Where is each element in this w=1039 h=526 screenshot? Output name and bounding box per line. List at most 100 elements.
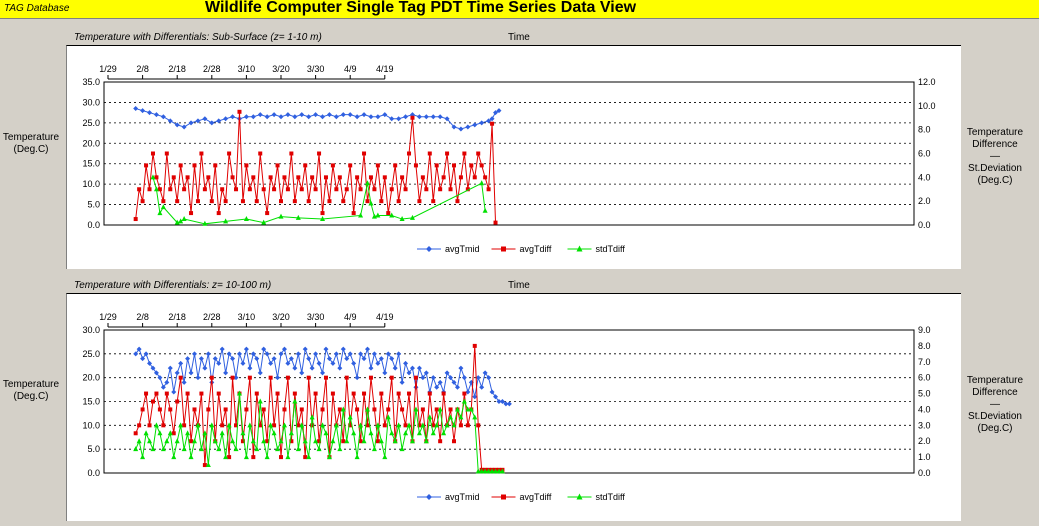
data-point-stdTdiff xyxy=(344,438,350,444)
chart-2-y2label-line: Temperature xyxy=(966,375,1024,386)
data-point-avgTmid xyxy=(271,112,277,118)
data-point-stdTdiff xyxy=(243,454,249,460)
data-point-avgTmid xyxy=(489,389,495,395)
data-point-avgTmid xyxy=(434,384,440,390)
data-point-avgTdiff xyxy=(299,407,304,412)
data-point-stdTdiff xyxy=(202,430,208,436)
data-point-avgTmid xyxy=(133,106,139,112)
data-point-stdTdiff xyxy=(320,216,326,222)
data-point-avgTmid xyxy=(496,108,502,114)
data-point-avgTdiff xyxy=(171,431,176,436)
data-point-stdTdiff xyxy=(448,414,454,420)
data-point-stdTdiff xyxy=(171,454,177,460)
y2-tick-label: 4.0 xyxy=(918,404,931,414)
data-point-avgTmid xyxy=(482,370,488,376)
data-point-avgTmid xyxy=(205,351,211,357)
data-point-avgTdiff xyxy=(403,423,408,428)
data-point-stdTdiff xyxy=(160,204,166,210)
chart-1-y2label-line: Temperature xyxy=(966,127,1024,138)
chart-1-y2label-line: — xyxy=(990,151,1000,162)
data-point-avgTmid xyxy=(147,360,153,366)
data-point-avgTmid xyxy=(399,379,405,385)
data-point-avgTdiff xyxy=(272,187,277,192)
data-point-avgTdiff xyxy=(313,391,318,396)
data-point-avgTdiff xyxy=(199,391,204,396)
chart-1-y2label-line: (Deg.C) xyxy=(977,175,1013,186)
y2-tick-label: 3.0 xyxy=(918,420,931,430)
data-point-avgTdiff xyxy=(413,375,418,380)
data-point-avgTdiff xyxy=(448,407,453,412)
data-point-stdTdiff xyxy=(219,430,225,436)
data-point-stdTdiff xyxy=(333,422,339,428)
data-point-avgTdiff xyxy=(227,151,232,156)
data-point-avgTdiff xyxy=(157,407,162,412)
data-point-stdTdiff xyxy=(309,414,315,420)
data-point-avgTdiff xyxy=(337,407,342,412)
data-point-avgTdiff xyxy=(185,391,190,396)
data-point-avgTdiff xyxy=(216,391,221,396)
y-tick-label: 0.0 xyxy=(87,468,100,478)
data-point-avgTdiff xyxy=(202,463,207,468)
data-point-stdTdiff xyxy=(399,216,405,222)
y-tick-label: 15.0 xyxy=(82,397,100,407)
data-point-avgTdiff xyxy=(372,187,377,192)
chart-2-ylabel-line: Temperature xyxy=(2,379,60,390)
data-point-avgTdiff xyxy=(209,199,214,204)
data-point-stdTdiff xyxy=(261,219,267,225)
data-point-stdTdiff xyxy=(192,438,197,444)
data-point-avgTdiff xyxy=(279,199,283,204)
data-point-avgTdiff xyxy=(164,151,169,156)
y2-tick-label: 4.0 xyxy=(918,172,931,182)
chart-2-header: Temperature with Differentials: z= 10-10… xyxy=(66,279,960,293)
chart-1-xlabel: Time xyxy=(508,32,530,43)
y2-tick-label: 12.0 xyxy=(918,77,936,87)
data-point-avgTmid xyxy=(506,401,512,407)
legend-label-avgTdiff: avgTdiff xyxy=(520,244,552,254)
data-point-avgTdiff xyxy=(265,439,270,444)
data-point-avgTmid xyxy=(479,120,485,126)
data-point-avgTmid xyxy=(143,351,149,357)
y-tick-label: 35.0 xyxy=(82,77,100,87)
chart-2-y2label-line: (Deg.C) xyxy=(977,423,1013,434)
data-point-avgTmid xyxy=(309,365,315,371)
data-point-avgTdiff xyxy=(452,163,456,168)
data-point-avgTdiff xyxy=(254,199,259,204)
x-tick-label: 3/30 xyxy=(307,64,325,74)
data-point-avgTdiff xyxy=(476,151,481,156)
data-point-stdTdiff xyxy=(479,468,485,474)
data-point-avgTdiff xyxy=(234,187,239,192)
data-point-avgTmid xyxy=(140,356,146,362)
data-point-avgTdiff xyxy=(230,175,235,180)
y2-tick-label: 9.0 xyxy=(918,325,931,335)
data-point-stdTdiff xyxy=(396,422,402,428)
data-point-stdTdiff xyxy=(281,422,287,428)
chart-1-y2label-line: St.Deviation xyxy=(968,163,1022,174)
data-point-avgTdiff xyxy=(199,151,204,156)
y2-tick-label: 2.0 xyxy=(918,436,931,446)
x-tick-label: 2/28 xyxy=(203,312,221,322)
chart-2-xlabel: Time xyxy=(508,280,530,291)
data-point-avgTdiff xyxy=(407,391,412,396)
data-point-avgTmid xyxy=(313,112,319,118)
data-point-stdTdiff xyxy=(302,438,308,444)
data-point-avgTmid xyxy=(396,116,402,122)
data-point-stdTdiff xyxy=(160,446,166,452)
data-point-avgTdiff xyxy=(209,375,214,380)
data-point-stdTdiff xyxy=(493,468,499,474)
data-point-stdTdiff xyxy=(358,212,364,218)
chart-2-y2label-line: St.Deviation xyxy=(968,411,1022,422)
data-point-avgTdiff xyxy=(251,455,256,460)
data-point-avgTdiff xyxy=(133,217,138,222)
data-point-avgTmid xyxy=(233,375,239,381)
data-point-avgTmid xyxy=(486,375,492,381)
data-point-avgTmid xyxy=(330,360,336,366)
data-point-avgTdiff xyxy=(161,199,166,204)
data-point-avgTdiff xyxy=(445,151,450,156)
data-point-avgTmid xyxy=(198,356,204,362)
y2-tick-label: 10.0 xyxy=(918,101,936,111)
data-point-avgTdiff xyxy=(490,121,495,126)
chart-2-y2label-line: Difference xyxy=(972,387,1018,398)
data-point-stdTdiff xyxy=(147,438,153,444)
data-point-stdTdiff xyxy=(441,430,447,436)
data-point-avgTmid xyxy=(275,375,281,381)
